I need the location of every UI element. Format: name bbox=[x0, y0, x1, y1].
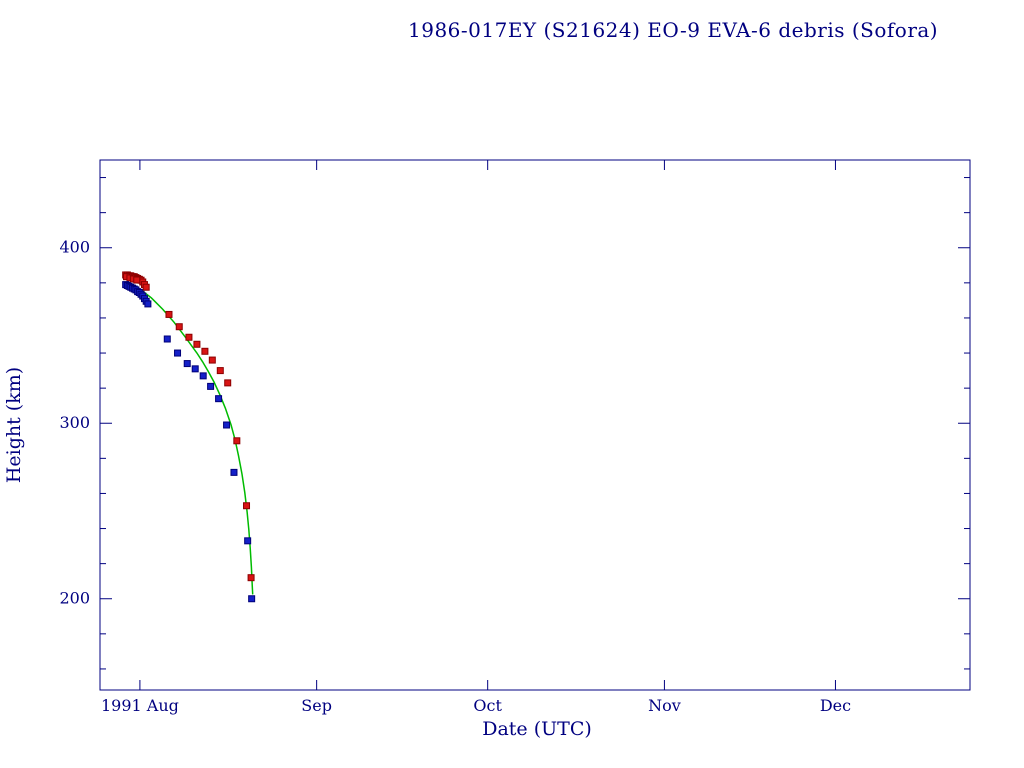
y-tick-label: 300 bbox=[59, 413, 90, 432]
y-tick-label: 200 bbox=[59, 589, 90, 608]
x-tick-label: Nov bbox=[648, 696, 681, 715]
series-perigee-height bbox=[122, 281, 256, 603]
y-tick-label: 400 bbox=[59, 238, 90, 257]
x-tick-label: 1991 Aug bbox=[101, 696, 179, 715]
chart-title: 1986-017EY (S21624) EO-9 EVA-6 debris (S… bbox=[408, 18, 939, 42]
x-axis-label: Date (UTC) bbox=[482, 718, 592, 740]
x-tick-label: Oct bbox=[473, 696, 502, 715]
x-tick-label: Dec bbox=[820, 696, 851, 715]
series-apogee-height bbox=[122, 271, 255, 582]
axes-frame: 200 300 400 1991 Aug Sep Oct Nov Dec bbox=[59, 159, 971, 715]
x-tick-label: Sep bbox=[301, 696, 332, 715]
